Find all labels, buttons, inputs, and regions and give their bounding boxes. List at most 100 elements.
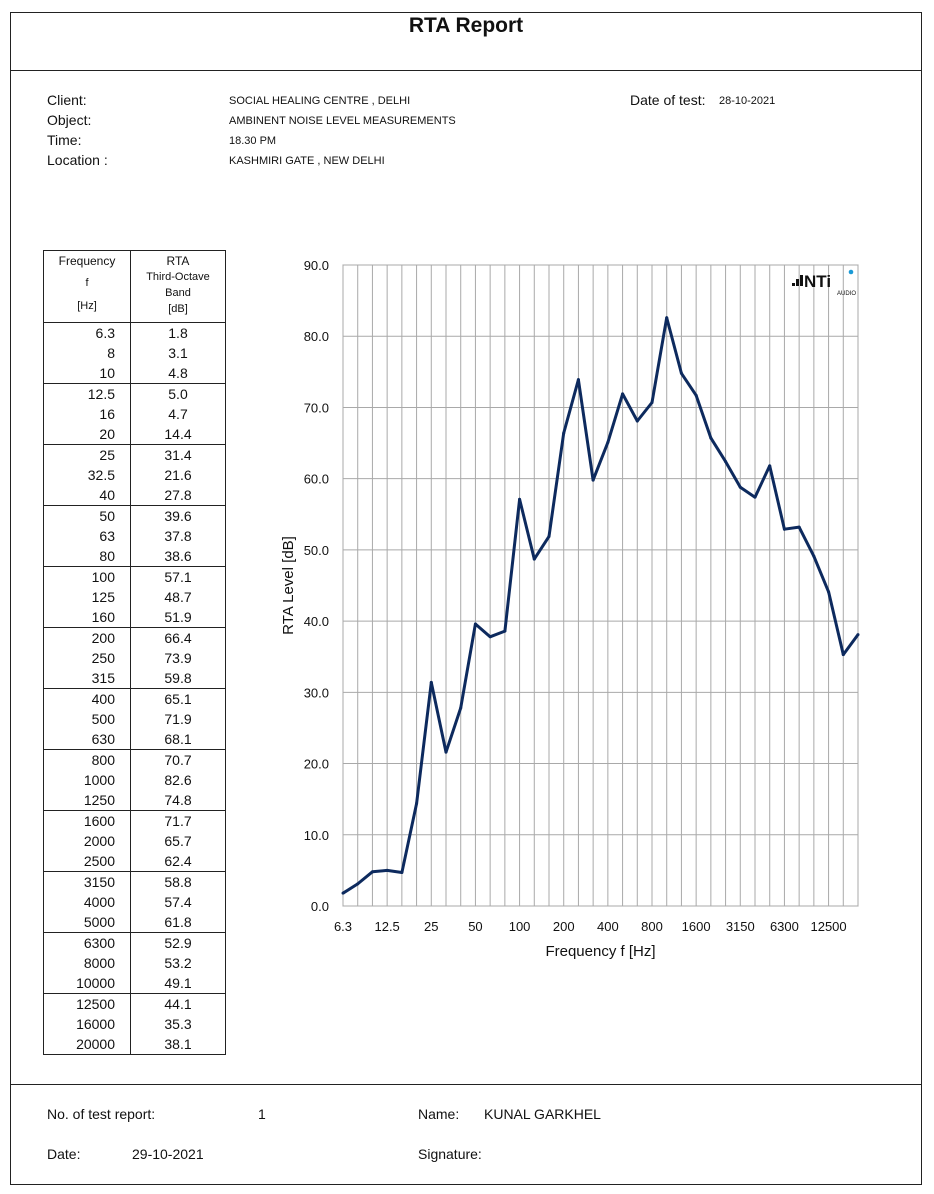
y-tick-label: 0.0 (311, 899, 329, 914)
frequency-cell: 400 (43, 688, 131, 709)
rta-header: RTA Third-Octave Band [dB] (130, 250, 226, 323)
logo-dot (848, 269, 854, 275)
rta-chart: 0.010.020.030.040.050.060.070.080.090.0 … (280, 258, 860, 960)
data-point (635, 419, 639, 423)
name-label: Name: (418, 1106, 460, 1122)
x-tick-label: 200 (553, 919, 575, 934)
location-label: Location : (47, 152, 108, 168)
data-point (650, 400, 654, 404)
data-point (797, 525, 801, 529)
x-tick-label: 800 (641, 919, 663, 934)
frequency-cell: 1250 (43, 790, 131, 811)
rta-value-cell: 59.8 (130, 668, 226, 689)
frequency-cell: 4000 (43, 892, 131, 912)
table-row: 16 4.7 (43, 404, 226, 424)
data-point (827, 590, 831, 594)
frequency-cell: 16000 (43, 1014, 131, 1034)
logo-bar (796, 279, 799, 286)
table-row: 125 48.7 (43, 587, 226, 607)
y-tick-label: 70.0 (304, 400, 329, 415)
table-row: 4000 57.4 (43, 892, 226, 912)
rta-value-cell: 52.9 (130, 932, 226, 953)
table-row: 10 4.8 (43, 363, 226, 384)
title-divider (10, 70, 922, 71)
logo-subtext: AUDIO (837, 291, 856, 297)
data-point (606, 440, 610, 444)
frequency-cell: 1600 (43, 810, 131, 831)
data-point (341, 891, 345, 895)
date-value: 29-10-2021 (132, 1146, 204, 1162)
table-row: 800 70.7 (43, 749, 226, 770)
rta-table-header: Frequency f [Hz] RTA Third-Octave Band [… (43, 250, 226, 323)
rta-value-cell: 4.8 (130, 363, 226, 384)
frequency-header: Frequency f [Hz] (43, 250, 131, 323)
x-tick-label: 50 (468, 919, 482, 934)
table-row: 32.5 21.6 (43, 465, 226, 485)
frequency-cell: 2000 (43, 831, 131, 851)
frequency-cell: 20000 (43, 1034, 131, 1055)
rta-value-cell: 5.0 (130, 383, 226, 404)
frequency-cell: 8 (43, 343, 131, 363)
frequency-cell: 6.3 (43, 322, 131, 343)
frequency-cell: 50 (43, 505, 131, 526)
frequency-cell: 32.5 (43, 465, 131, 485)
rta-value-cell: 3.1 (130, 343, 226, 363)
data-point (679, 371, 683, 375)
table-row: 8000 53.2 (43, 953, 226, 973)
frequency-cell: 3150 (43, 871, 131, 892)
table-row: 500 71.9 (43, 709, 226, 729)
frequency-cell: 8000 (43, 953, 131, 973)
data-point (841, 653, 845, 657)
frequency-cell: 200 (43, 627, 131, 648)
rta-value-cell: 38.6 (130, 546, 226, 567)
table-row: 1250 74.8 (43, 790, 226, 811)
time-value: 18.30 PM (229, 135, 277, 147)
report-number-label: No. of test report: (47, 1106, 156, 1122)
logo-bar (800, 275, 803, 286)
frequency-header-line-3: [Hz] (77, 300, 97, 312)
x-tick-label: 12.5 (374, 919, 399, 934)
x-tick-label: 100 (509, 919, 531, 934)
rta-value-cell: 38.1 (130, 1034, 226, 1055)
data-point (621, 392, 625, 396)
x-axis-ticks: 6.3 12.5 25 50 100 200 400 800 1600 3150 6300 12500 (334, 919, 847, 934)
report-title: RTA Report (408, 14, 524, 37)
table-row: 315 59.8 (43, 668, 226, 689)
x-tick-label: 3150 (726, 919, 755, 934)
table-row: 1600 71.7 (43, 810, 226, 831)
frequency-cell: 12500 (43, 993, 131, 1014)
table-row: 12500 44.1 (43, 993, 226, 1014)
frequency-cell: 5000 (43, 912, 131, 933)
frequency-cell: 40 (43, 485, 131, 506)
data-point (709, 436, 713, 440)
table-row: 6.3 1.8 (43, 322, 226, 343)
data-point (356, 882, 360, 886)
frequency-cell: 2500 (43, 851, 131, 872)
y-tick-label: 80.0 (304, 329, 329, 344)
data-point (503, 629, 507, 633)
rta-value-cell: 27.8 (130, 485, 226, 506)
rta-value-cell: 73.9 (130, 648, 226, 668)
y-tick-label: 90.0 (304, 258, 329, 273)
rta-table: Frequency f [Hz] RTA Third-Octave Band [… (43, 250, 226, 1055)
rta-value-cell: 1.8 (130, 322, 226, 343)
nti-audio-logo: NTi AUDIO (792, 269, 856, 297)
y-tick-label: 10.0 (304, 828, 329, 843)
table-row: 12.5 5.0 (43, 383, 226, 404)
table-row: 2000 65.7 (43, 831, 226, 851)
table-row: 3150 58.8 (43, 871, 226, 892)
date-label: Date: (47, 1146, 81, 1162)
data-point (400, 871, 404, 875)
rta-value-cell: 53.2 (130, 953, 226, 973)
data-point (518, 497, 522, 501)
rta-value-cell: 31.4 (130, 444, 226, 465)
table-row: 2500 62.4 (43, 851, 226, 872)
data-point (856, 633, 860, 637)
frequency-cell: 1000 (43, 770, 131, 790)
table-row: 40 27.8 (43, 485, 226, 506)
table-row: 400 65.1 (43, 688, 226, 709)
rta-value-cell: 71.9 (130, 709, 226, 729)
rta-value-cell: 14.4 (130, 424, 226, 445)
date-of-test-value: 28-10-2021 (719, 95, 776, 107)
y-tick-label: 20.0 (304, 757, 329, 772)
